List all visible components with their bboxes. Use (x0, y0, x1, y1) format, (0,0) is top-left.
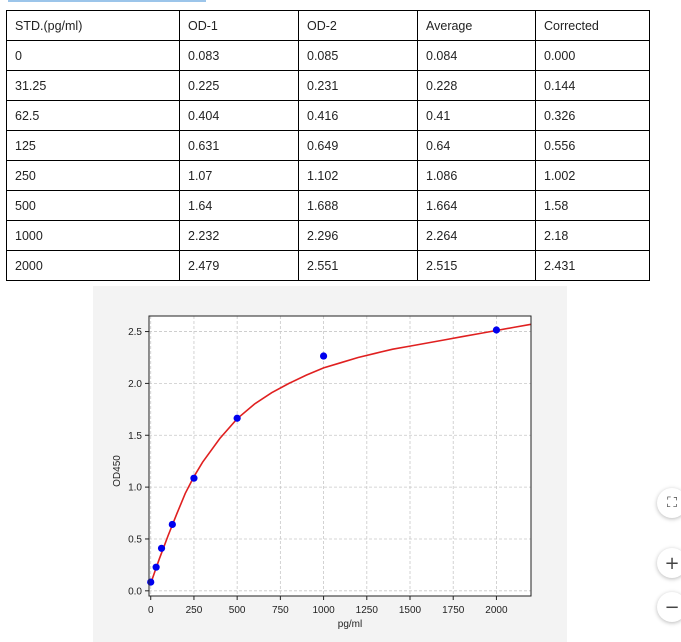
header-accent-line (8, 0, 206, 2)
table-header-row: STD.(pg/ml) OD-1 OD-2 Average Corrected (6, 10, 650, 41)
cell-od1: 2.479 (179, 250, 299, 281)
fit-view-button[interactable]: ⛶ (657, 488, 681, 518)
cell-std: 31.25 (6, 70, 180, 101)
x-tick-label: 750 (272, 605, 289, 616)
cell-od2: 2.296 (298, 220, 418, 251)
chart-canvas: 0 250 500 750 1000 1250 1500 1750 2000 0.0 0.5 1.0 1… (112, 315, 532, 630)
data-point (190, 474, 198, 482)
cell-average: 2.515 (417, 250, 536, 281)
cell-std: 500 (6, 190, 180, 221)
y-tick-label: 0.0 (128, 586, 142, 597)
fit-view-icon: ⛶ (667, 495, 677, 511)
standard-curve-chart: 0 250 500 750 1000 1250 1500 1750 2000 0.0 0.5 1.0 1… (93, 286, 567, 642)
x-tick-label: 500 (229, 605, 246, 616)
cell-std: 0 (6, 40, 180, 71)
x-tick-label: 1250 (356, 605, 379, 616)
data-point (492, 326, 501, 334)
cell-std: 125 (6, 130, 180, 161)
y-tick-label: 0.5 (128, 534, 142, 545)
cell-average: 0.228 (417, 70, 536, 101)
cell-std: 1000 (6, 220, 180, 251)
minus-icon: − (664, 596, 680, 618)
table-row: 1000 2.232 2.296 2.264 2.18 (6, 220, 650, 251)
table-row: 0 0.083 0.085 0.084 0.000 (6, 40, 650, 71)
cell-average: 0.41 (417, 100, 536, 131)
cell-average: 1.086 (417, 160, 536, 191)
cell-corrected: 0.556 (535, 130, 650, 161)
header-corrected: Corrected (535, 10, 650, 41)
cell-corrected: 0.000 (535, 40, 650, 71)
cell-od1: 2.232 (179, 220, 299, 251)
cell-average: 1.664 (417, 190, 536, 221)
cell-od2: 0.416 (298, 100, 418, 131)
cell-od2: 0.649 (298, 130, 418, 161)
cell-od1: 1.07 (179, 160, 299, 191)
cell-od1: 0.631 (179, 130, 299, 161)
cell-od2: 1.102 (298, 160, 418, 191)
y-tick-label: 1.0 (128, 483, 142, 494)
plus-icon: + (664, 552, 680, 574)
plot-frame (148, 315, 532, 597)
x-axis-label: pg/ml (338, 619, 362, 630)
x-tick-label: 2000 (485, 605, 508, 616)
cell-corrected: 2.18 (535, 220, 650, 251)
cell-average: 2.264 (417, 220, 536, 251)
header-average: Average (417, 10, 536, 41)
x-tick-label: 0 (148, 605, 154, 616)
y-axis-label: OD450 (112, 455, 123, 487)
cell-od1: 0.225 (179, 70, 299, 101)
data-point (157, 544, 166, 552)
data-point (152, 563, 160, 571)
header-od1: OD-1 (179, 10, 299, 41)
cell-std: 62.5 (6, 100, 180, 131)
cell-average: 0.084 (417, 40, 536, 71)
data-point (147, 578, 155, 586)
cell-corrected: 2.431 (535, 250, 650, 281)
y-tick-label: 2.5 (128, 327, 142, 338)
table-row: 125 0.631 0.649 0.64 0.556 (6, 130, 650, 161)
table-row: 500 1.64 1.688 1.664 1.58 (6, 190, 650, 221)
header-std: STD.(pg/ml) (6, 10, 180, 41)
zoom-out-button[interactable]: − (657, 592, 681, 622)
x-tick-label: 1000 (312, 605, 335, 616)
cell-od1: 0.083 (179, 40, 299, 71)
data-point (233, 414, 241, 422)
x-tick-label: 250 (186, 605, 203, 616)
x-tick-label: 1750 (442, 605, 465, 616)
cell-std: 2000 (6, 250, 180, 281)
x-tick-label: 1500 (399, 605, 422, 616)
table-row: 31.25 0.225 0.231 0.228 0.144 (6, 70, 650, 101)
data-point (319, 352, 328, 360)
table-row: 2000 2.479 2.551 2.515 2.431 (6, 250, 650, 281)
header-od2: OD-2 (298, 10, 418, 41)
cell-average: 0.64 (417, 130, 536, 161)
cell-std: 250 (6, 160, 180, 191)
y-tick-label: 1.5 (128, 431, 142, 442)
table-row: 250 1.07 1.102 1.086 1.002 (6, 160, 650, 191)
data-point (168, 520, 176, 529)
cell-od1: 0.404 (179, 100, 299, 131)
cell-corrected: 0.144 (535, 70, 650, 101)
standard-curve-table: STD.(pg/ml) OD-1 OD-2 Average Corrected … (6, 10, 650, 281)
cell-corrected: 0.326 (535, 100, 650, 131)
zoom-in-button[interactable]: + (657, 548, 681, 578)
cell-od2: 0.231 (298, 70, 418, 101)
cell-od2: 2.551 (298, 250, 418, 281)
cell-od2: 1.688 (298, 190, 418, 221)
y-tick-label: 2.0 (128, 379, 142, 390)
cell-corrected: 1.58 (535, 190, 650, 221)
cell-od2: 0.085 (298, 40, 418, 71)
cell-corrected: 1.002 (535, 160, 650, 191)
cell-od1: 1.64 (179, 190, 299, 221)
table-row: 62.5 0.404 0.416 0.41 0.326 (6, 100, 650, 131)
